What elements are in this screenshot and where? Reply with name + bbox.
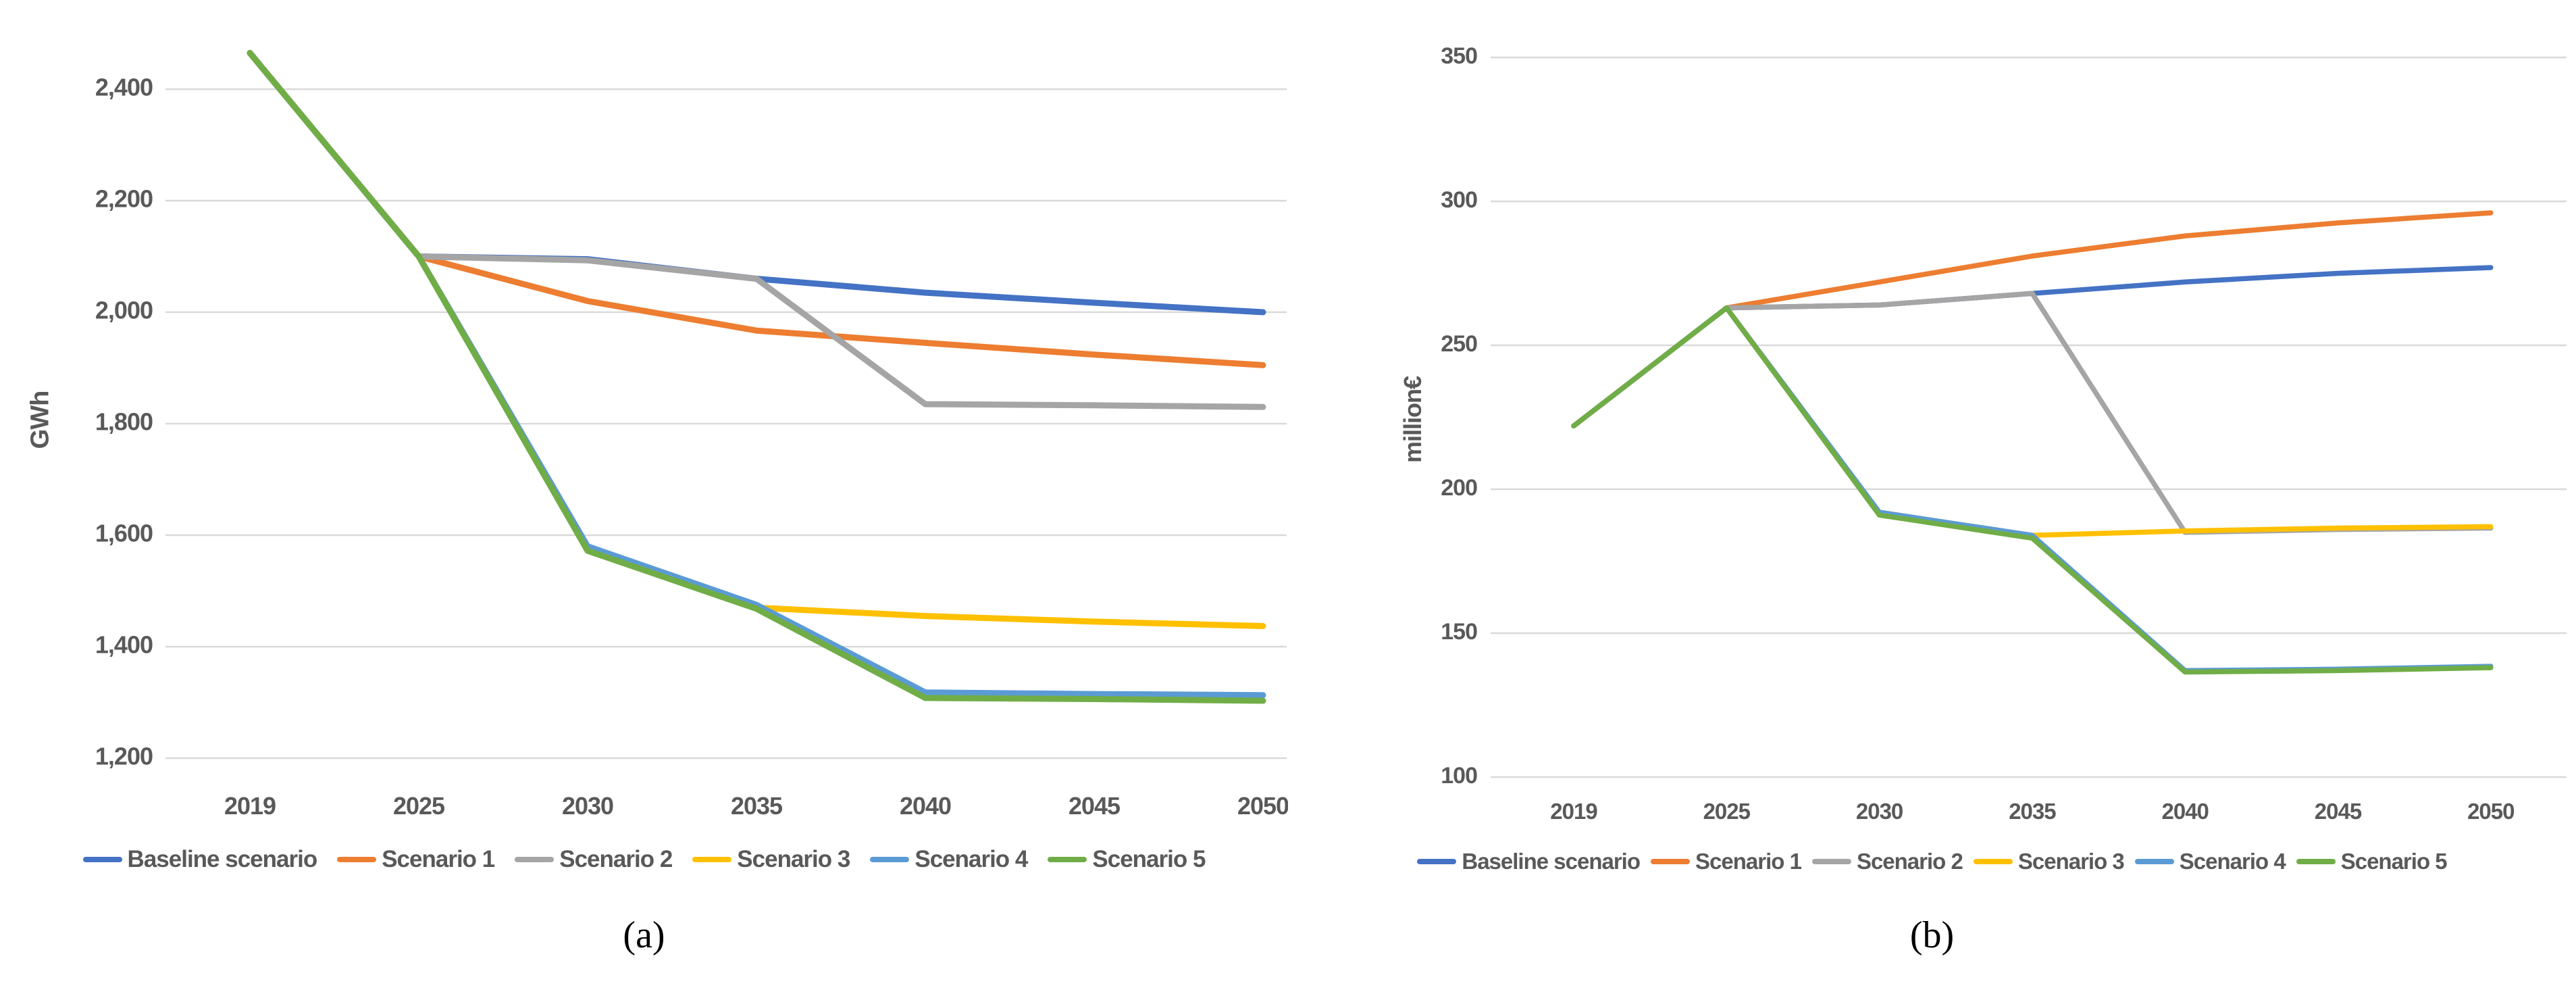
legend-item-scenario-2: Scenario 2 [515, 846, 673, 873]
legend-label: Scenario 4 [915, 846, 1028, 872]
x-tick-label: 2045 [2315, 799, 2362, 824]
x-tick-label: 2025 [1703, 799, 1751, 824]
x-tick-label: 2030 [1856, 799, 1903, 824]
legend-swatch [2134, 859, 2174, 864]
x-tick-label: 2025 [393, 792, 445, 820]
series-line-scenario-1 [247, 49, 1266, 368]
legend-label: Scenario 1 [382, 846, 495, 872]
y-tick-label: 150 [1441, 619, 1477, 645]
legend-item-scenario-4: Scenario 4 [870, 846, 1028, 873]
series-line-scenario-5 [1571, 305, 2494, 675]
legend-item-baseline-scenario: Baseline scenario [1417, 849, 1641, 874]
y-tick-label: 2,200 [95, 185, 153, 213]
legend-label: Scenario 3 [737, 846, 850, 872]
chart-b-canvas: 350 300 250 200 150 100 2019 2025 2030 2035 2040 20… [1441, 43, 2567, 824]
chart-a-canvas: 2,400 2,200 2,000 1,800 1,600 1,400 1,200 2019 2… [95, 49, 1288, 820]
legend-label: Scenario 4 [2179, 849, 2286, 874]
legend-item-scenario-5: Scenario 5 [2296, 849, 2448, 874]
legend-item-scenario-2: Scenario 2 [1811, 849, 1963, 874]
legend-swatch [1973, 859, 2013, 864]
y-tick-label: 1,200 [95, 743, 153, 770]
x-tick-label: 2040 [2161, 799, 2208, 824]
legend-label: Baseline scenario [1462, 849, 1641, 874]
series-line-scenario-5 [247, 49, 1266, 704]
legend-swatch [692, 857, 732, 862]
legend-item-scenario-4: Scenario 4 [2134, 849, 2286, 874]
y-tick-label: 300 [1441, 187, 1477, 213]
legend-swatch [1417, 859, 1457, 864]
legend-item-scenario-3: Scenario 3 [692, 846, 850, 873]
series-line-scenario-3 [247, 49, 1266, 629]
series-line-scenario-4 [247, 49, 1266, 699]
x-tick-label: 2040 [900, 792, 951, 820]
legend-swatch [1651, 859, 1691, 864]
y-tick-label: 1,600 [95, 520, 153, 547]
chart-b-panel: 350 300 250 200 150 100 2019 2025 2030 2035 2040 20… [1288, 0, 2576, 994]
series-line-baseline-scenario [247, 49, 1266, 316]
legend-label: Scenario 5 [2340, 849, 2448, 874]
x-tick-label: 2035 [731, 792, 783, 820]
y-tick-label: 350 [1441, 43, 1477, 69]
legend-label: Scenario 2 [559, 846, 673, 872]
x-tick-label: 2030 [562, 792, 613, 820]
x-tick-label: 2045 [1068, 792, 1120, 820]
series-line-scenario-2 [1571, 291, 2494, 535]
legend-swatch [82, 857, 122, 862]
legend-label: Scenario 1 [1695, 849, 1802, 874]
legend-swatch [337, 857, 377, 862]
legend-swatch [1811, 859, 1851, 864]
chart-b-legend: Baseline scenario Scenario 1 Scenario 2 Sce… [1288, 849, 2576, 874]
chart-a-panel: 2,400 2,200 2,000 1,800 1,600 1,400 1,200 2019 2… [0, 49, 1288, 956]
legend-item-scenario-3: Scenario 3 [1973, 849, 2125, 874]
chart-a-y-axis-title: GWh [26, 391, 55, 449]
x-tick-label: 2050 [1237, 792, 1288, 820]
y-tick-label: 200 [1441, 475, 1477, 501]
legend-swatch [2296, 859, 2336, 864]
chart-b-caption: (b) [1909, 914, 1955, 956]
y-tick-label: 250 [1441, 331, 1477, 357]
legend-swatch [515, 857, 555, 862]
y-tick-label: 2,400 [95, 74, 153, 101]
chart-b-y-axis-title: million€ [1399, 376, 1426, 464]
legend-swatch [870, 857, 910, 862]
legend-item-scenario-5: Scenario 5 [1048, 846, 1206, 873]
chart-a-caption: (a) [623, 914, 665, 956]
x-tick-label: 2050 [2467, 799, 2514, 824]
legend-swatch [1048, 857, 1087, 862]
legend-label: Baseline scenario [127, 846, 318, 872]
y-tick-label: 1,400 [95, 631, 153, 659]
x-tick-label: 2019 [224, 792, 276, 820]
series-line-scenario-3 [1571, 305, 2494, 538]
y-tick-label: 1,800 [95, 408, 153, 436]
legend-label: Scenario 3 [2017, 849, 2125, 874]
legend-label: Scenario 2 [1856, 849, 1963, 874]
x-tick-label: 2019 [1550, 799, 1597, 824]
legend-label: Scenario 5 [1092, 846, 1206, 872]
y-tick-label: 2,000 [95, 297, 153, 324]
chart-a-legend: Baseline scenario Scenario 1 Scenario 2 Sce… [0, 846, 1288, 873]
x-tick-label: 2035 [2009, 799, 2056, 824]
legend-item-scenario-1: Scenario 1 [1651, 849, 1802, 874]
legend-item-baseline-scenario: Baseline scenario [82, 846, 318, 873]
y-tick-label: 100 [1441, 763, 1477, 789]
legend-item-scenario-1: Scenario 1 [337, 846, 495, 873]
